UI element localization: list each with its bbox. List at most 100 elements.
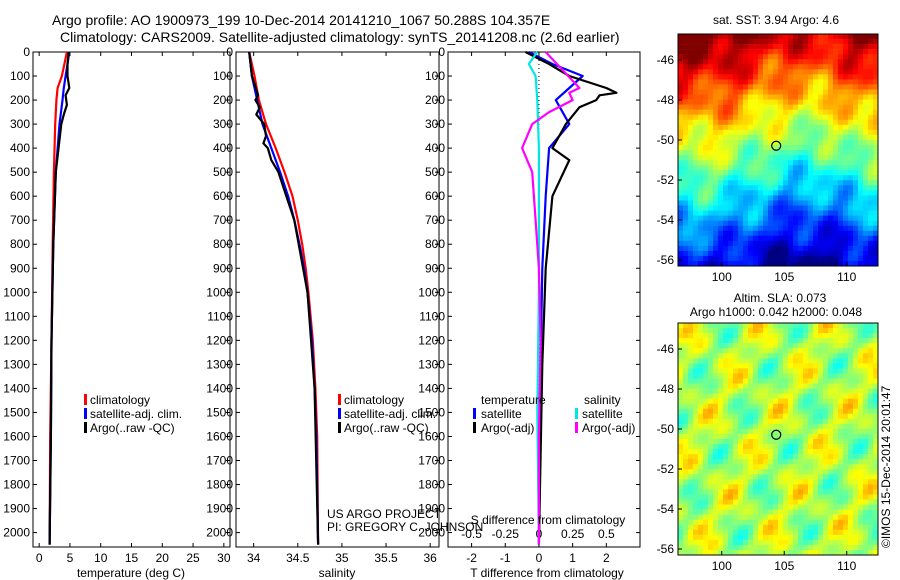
heatmap-cell: [748, 514, 754, 520]
heatmap-cell: [718, 474, 724, 480]
heatmap-cell: [688, 175, 694, 181]
heatmap-cell: [848, 54, 854, 60]
heatmap-cell: [783, 544, 789, 551]
heatmap-cell: [683, 428, 689, 435]
heatmap-cell: [758, 509, 764, 515]
heatmap-cell: [788, 454, 794, 460]
heatmap-cell: [778, 44, 784, 50]
heatmap-cell: [703, 418, 709, 425]
heatmap-cell: [818, 524, 824, 531]
heatmap-cell: [813, 34, 819, 40]
heatmap-cell: [768, 398, 774, 404]
heatmap-cell: [868, 433, 874, 440]
heatmap-cell: [873, 338, 879, 344]
heatmap-cell: [793, 343, 799, 349]
heatmap-cell: [858, 39, 864, 45]
heatmap-cell: [753, 124, 759, 131]
heatmap-cell: [688, 74, 694, 80]
heatmap-cell: [788, 39, 794, 45]
heatmap-cell: [743, 539, 749, 546]
heatmap-cell: [728, 119, 734, 126]
heatmap-cell: [873, 514, 879, 520]
heatmap-cell: [758, 119, 764, 126]
heatmap-cell: [828, 74, 834, 80]
heatmap-cell: [843, 54, 849, 60]
heatmap-cell: [718, 185, 724, 191]
heatmap-cell: [823, 89, 829, 95]
heatmap-cell: [798, 524, 804, 531]
heatmap-cell: [713, 170, 719, 176]
heatmap-cell: [853, 408, 859, 415]
heatmap-cell: [838, 225, 844, 231]
heatmap-cell: [868, 225, 874, 231]
heatmap-cell: [813, 544, 819, 551]
heatmap-cell: [833, 454, 839, 460]
depth-tick-label: 600: [425, 189, 445, 203]
heatmap-cell: [768, 225, 774, 231]
heatmap-cell: [853, 250, 859, 257]
heatmap-cell: [853, 479, 859, 485]
heatmap-cell: [798, 39, 804, 45]
heatmap-cell: [713, 408, 719, 415]
heatmap-cell: [763, 413, 769, 420]
heatmap-cell: [788, 504, 794, 510]
heatmap-cell: [728, 44, 734, 50]
heatmap-cell: [698, 549, 704, 556]
heatmap-cell: [708, 333, 714, 339]
heatmap-cell: [868, 99, 874, 105]
heatmap-cell: [683, 343, 689, 349]
heatmap-cell: [803, 494, 809, 500]
heatmap-cell: [803, 489, 809, 495]
heatmap-cell: [738, 459, 744, 465]
heatmap-cell: [838, 433, 844, 440]
heatmap-cell: [793, 373, 799, 379]
heatmap-cell: [788, 479, 794, 485]
heatmap-cell: [873, 323, 879, 329]
heatmap-cell: [743, 160, 749, 166]
heatmap-cell: [753, 34, 759, 40]
heatmap-cell: [688, 79, 694, 85]
heatmap-cell: [723, 378, 729, 384]
heatmap-cell: [798, 220, 804, 226]
heatmap-cell: [753, 165, 759, 171]
heatmap-cell: [763, 54, 769, 60]
heatmap-cell: [718, 484, 724, 490]
heatmap-cell: [803, 398, 809, 404]
heatmap-cell: [763, 444, 769, 450]
heatmap-cell: [788, 230, 794, 237]
heatmap-cell: [868, 129, 874, 136]
heatmap-cell: [803, 323, 809, 329]
heatmap-cell: [813, 333, 819, 339]
heatmap-cell: [808, 418, 814, 425]
heatmap-cell: [873, 114, 879, 121]
heatmap-cell: [788, 94, 794, 100]
heatmap-cell: [813, 428, 819, 435]
heatmap-cell: [808, 109, 814, 115]
heatmap-cell: [738, 205, 744, 211]
heatmap-cell: [763, 139, 769, 146]
heatmap-cell: [808, 134, 814, 141]
heatmap-cell: [688, 358, 694, 364]
heatmap-cell: [843, 144, 849, 151]
heatmap-cell: [783, 499, 789, 505]
heatmap-cell: [868, 454, 874, 460]
heatmap-cell: [823, 393, 829, 399]
heatmap-cell: [733, 200, 739, 206]
heatmap-cell: [743, 124, 749, 131]
heatmap-cell: [708, 464, 714, 470]
heatmap-cell: [803, 428, 809, 435]
depth-tick-label: 800: [425, 237, 445, 251]
heatmap-cell: [813, 534, 819, 541]
heatmap-cell: [698, 459, 704, 465]
heatmap-cell: [773, 368, 779, 374]
heatmap-cell: [813, 59, 819, 65]
heatmap-cell: [808, 383, 814, 389]
heatmap-cell: [863, 225, 869, 231]
heatmap-cell: [713, 459, 719, 465]
heatmap-cell: [843, 504, 849, 510]
heatmap-cell: [813, 39, 819, 45]
heatmap-cell: [708, 235, 714, 242]
heatmap-cell: [733, 534, 739, 541]
heatmap-cell: [693, 245, 699, 252]
heatmap-cell: [868, 124, 874, 131]
